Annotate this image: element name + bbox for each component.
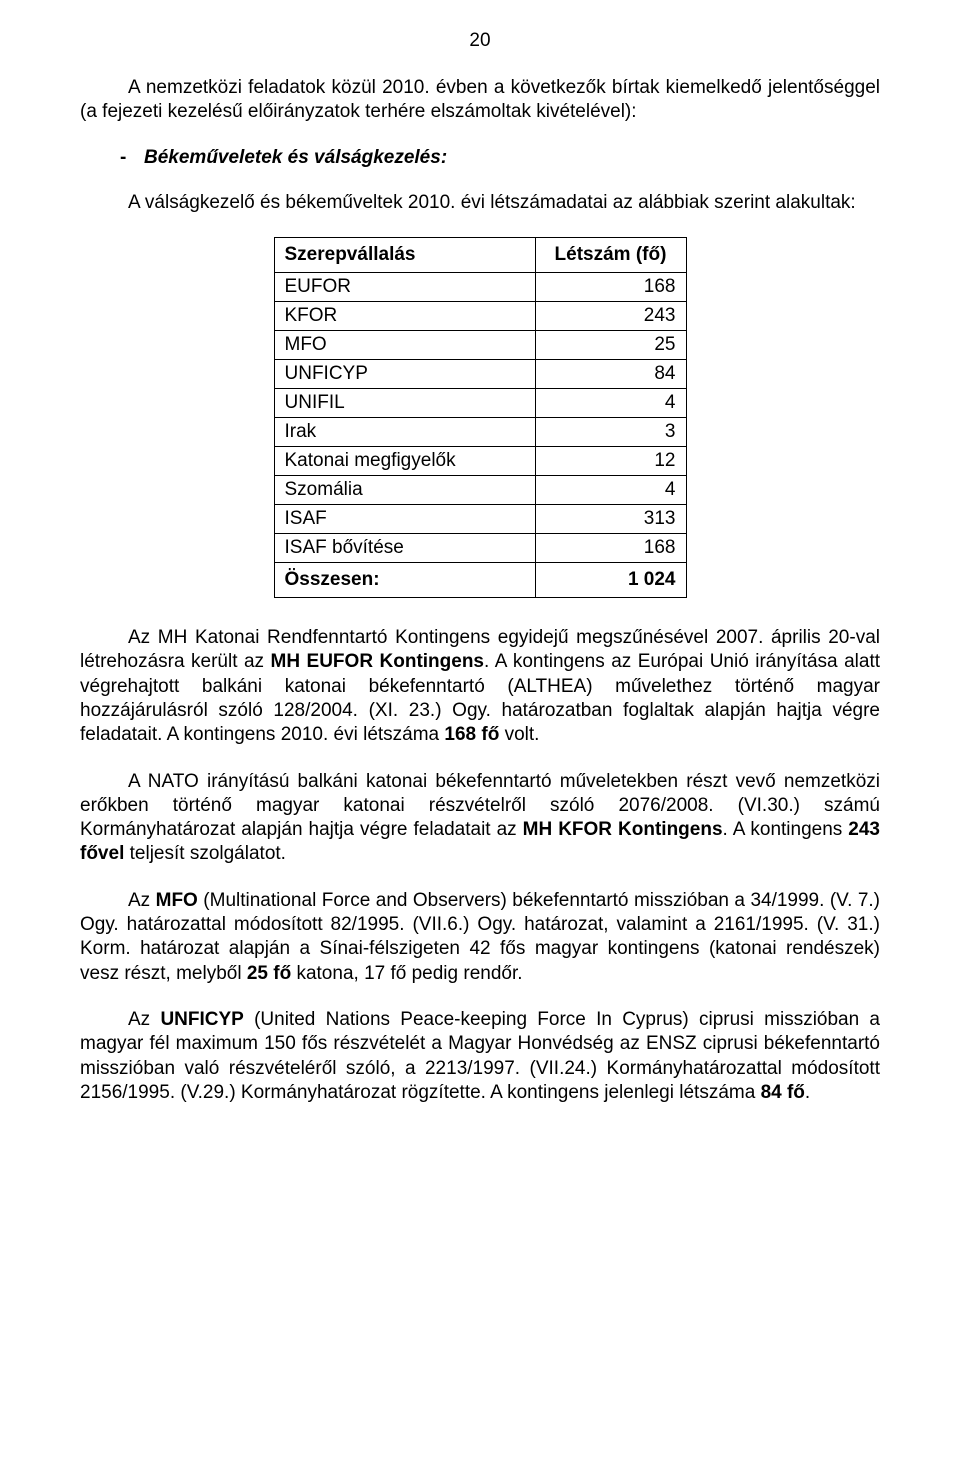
bold-text: MH EUFOR Kontingens xyxy=(271,651,485,672)
text: Az xyxy=(128,1009,160,1030)
text: . A kontingens xyxy=(723,819,849,840)
bold-text: 84 fő xyxy=(761,1082,805,1103)
cell-count: 168 xyxy=(535,272,686,301)
paragraph-eufor: Az MH Katonai Rendfenntartó Kontingens e… xyxy=(80,626,880,748)
cell-role: KFOR xyxy=(274,301,535,330)
table-row: ISAF bővítése168 xyxy=(274,533,686,562)
table-row: Katonai megfigyelők12 xyxy=(274,446,686,475)
table-row: KFOR243 xyxy=(274,301,686,330)
cell-role: Katonai megfigyelők xyxy=(274,446,535,475)
table-row: UNFICYP84 xyxy=(274,359,686,388)
table-row: EUFOR168 xyxy=(274,272,686,301)
bold-text: MFO xyxy=(156,890,198,911)
table-lead-paragraph: A válságkezelő és békeműveltek 2010. évi… xyxy=(80,191,880,215)
document-page: 20 A nemzetközi feladatok közül 2010. év… xyxy=(0,0,960,1482)
table-row: Szomália4 xyxy=(274,475,686,504)
cell-count: 3 xyxy=(535,417,686,446)
headcount-table: Szerepvállalás Létszám (fő) EUFOR168 KFO… xyxy=(274,237,687,598)
cell-count: 168 xyxy=(535,533,686,562)
text: Az xyxy=(128,890,156,911)
text: katona, 17 fő pedig rendőr. xyxy=(291,963,522,984)
text: teljesít szolgálatot. xyxy=(124,843,286,864)
cell-role: UNIFIL xyxy=(274,388,535,417)
table-header-count: Létszám (fő) xyxy=(535,237,686,272)
paragraph-kfor: A NATO irányítású balkáni katonai békefe… xyxy=(80,770,880,867)
cell-count: 84 xyxy=(535,359,686,388)
table-header-row: Szerepvállalás Létszám (fő) xyxy=(274,237,686,272)
cell-count: 12 xyxy=(535,446,686,475)
bullet-text: Békeműveletek és válságkezelés: xyxy=(144,147,447,168)
bullet-dash: - xyxy=(120,147,144,169)
cell-role: Irak xyxy=(274,417,535,446)
table-total-row: Összesen: 1 024 xyxy=(274,562,686,597)
table-row: MFO25 xyxy=(274,330,686,359)
table-row: ISAF313 xyxy=(274,504,686,533)
page-number: 20 xyxy=(80,30,880,52)
intro-paragraph: A nemzetközi feladatok közül 2010. évben… xyxy=(80,76,880,125)
bullet-item-1: -Békeműveletek és válságkezelés: xyxy=(144,147,880,169)
cell-role: Szomália xyxy=(274,475,535,504)
cell-total-label: Összesen: xyxy=(274,562,535,597)
bold-text: UNFICYP xyxy=(160,1009,243,1030)
cell-role: UNFICYP xyxy=(274,359,535,388)
cell-count: 313 xyxy=(535,504,686,533)
paragraph-unficyp: Az UNFICYP (United Nations Peace-keeping… xyxy=(80,1008,880,1105)
cell-total-count: 1 024 xyxy=(535,562,686,597)
cell-count: 4 xyxy=(535,475,686,504)
text: volt. xyxy=(499,724,539,745)
paragraph-mfo: Az MFO (Multinational Force and Observer… xyxy=(80,889,880,986)
cell-count: 4 xyxy=(535,388,686,417)
cell-role: ISAF xyxy=(274,504,535,533)
cell-role: MFO xyxy=(274,330,535,359)
cell-count: 25 xyxy=(535,330,686,359)
cell-role: ISAF bővítése xyxy=(274,533,535,562)
cell-count: 243 xyxy=(535,301,686,330)
table-row: UNIFIL4 xyxy=(274,388,686,417)
bold-text: 168 fő xyxy=(444,724,499,745)
table-row: Irak3 xyxy=(274,417,686,446)
bold-text: MH KFOR Kontingens xyxy=(523,819,723,840)
bold-text: 25 fő xyxy=(247,963,291,984)
cell-role: EUFOR xyxy=(274,272,535,301)
text: . xyxy=(805,1082,810,1103)
table-header-role: Szerepvállalás xyxy=(274,237,535,272)
